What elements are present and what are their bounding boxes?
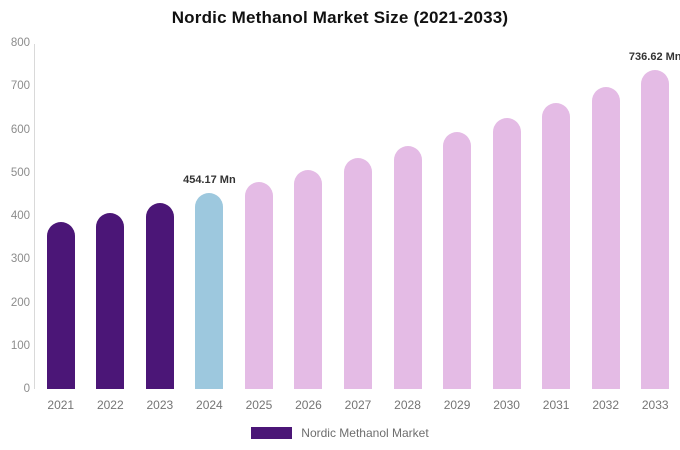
bar-2023[interactable] [145,202,174,389]
y-axis-label-400: 400 [10,210,30,222]
x-axis-label-2031: 2031 [542,398,570,412]
bar-2021[interactable] [46,221,75,389]
legend: Nordic Methanol Market [0,426,680,440]
bar-2028[interactable] [393,145,422,389]
chart-title: Nordic Methanol Market Size (2021-2033) [171,8,509,27]
bar-2022[interactable] [96,212,125,389]
x-axis-label-2028: 2028 [394,398,421,412]
y-axis-label-0: 0 [23,383,30,395]
legend-label: Nordic Methanol Market [301,426,429,440]
y-axis-label-100: 100 [10,339,30,352]
y-axis-label-500: 500 [10,166,30,179]
bar-2024[interactable] [195,192,224,389]
y-axis-label-600: 600 [10,123,30,136]
bar-2032[interactable] [591,87,620,389]
y-axis-label-800: 800 [10,37,30,49]
bar-2030[interactable] [492,117,521,389]
value-label-2033: 736.62 Mn [628,51,680,64]
x-axis-label-2023: 2023 [146,398,174,412]
x-axis-label-2024: 2024 [196,398,223,412]
legend-swatch [251,427,293,439]
y-axis-label-700: 700 [10,80,30,93]
x-axis-label-2025: 2025 [245,398,273,412]
x-axis-label-2030: 2030 [493,398,520,412]
bar-2029[interactable] [443,132,472,389]
y-axis-line [34,44,35,389]
value-label-2024: 454.17 Mn [183,173,236,186]
x-axis-label-2022: 2022 [96,398,124,412]
x-axis-label-2029: 2029 [443,398,471,412]
y-axis-label-200: 200 [10,296,30,309]
bar-2026[interactable] [294,170,323,389]
bar-2031[interactable] [542,102,571,389]
bar-2025[interactable] [244,181,273,389]
x-axis-label-2033: 2033 [641,398,669,412]
legend-item-nordic-methanol-market[interactable]: Nordic Methanol Market [251,426,429,440]
x-axis-label-2021: 2021 [47,398,75,412]
x-axis-label-2027: 2027 [344,398,372,412]
x-axis-label-2026: 2026 [295,398,322,412]
bar-2033[interactable] [641,70,670,389]
x-axis-label-2032: 2032 [592,398,620,412]
bar-2027[interactable] [344,158,372,389]
y-axis-label-300: 300 [10,253,30,266]
